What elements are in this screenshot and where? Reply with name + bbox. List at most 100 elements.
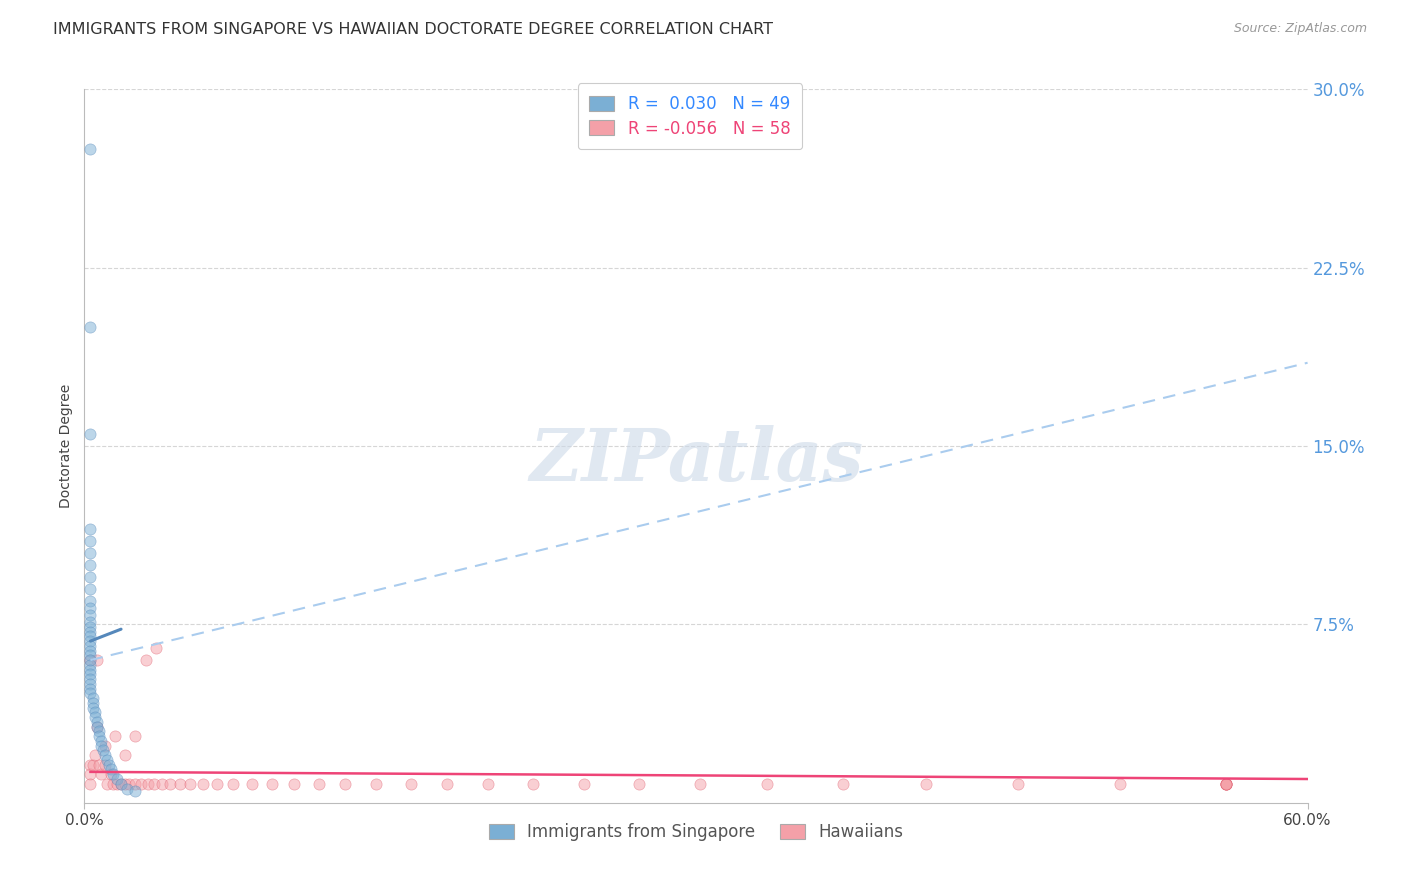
Point bbox=[79, 607, 101, 622]
Point bbox=[79, 667, 101, 681]
Text: ZIPatlas: ZIPatlas bbox=[529, 425, 863, 496]
Point bbox=[831, 777, 853, 791]
Point bbox=[135, 653, 157, 667]
Point bbox=[86, 714, 108, 729]
Point bbox=[79, 570, 101, 584]
Point bbox=[83, 748, 105, 763]
Text: Source: ZipAtlas.com: Source: ZipAtlas.com bbox=[1233, 22, 1367, 36]
Point bbox=[82, 700, 104, 714]
Point bbox=[79, 582, 101, 596]
Point bbox=[205, 777, 228, 791]
Point bbox=[145, 641, 167, 656]
Point bbox=[79, 534, 101, 549]
Point bbox=[79, 634, 101, 648]
Point bbox=[142, 777, 165, 791]
Point bbox=[114, 777, 136, 791]
Point bbox=[79, 639, 101, 653]
Point bbox=[82, 691, 104, 706]
Y-axis label: Doctorate Degree: Doctorate Degree bbox=[59, 384, 73, 508]
Point bbox=[79, 653, 101, 667]
Point bbox=[1109, 777, 1132, 791]
Point bbox=[477, 777, 499, 791]
Point bbox=[118, 777, 141, 791]
Point bbox=[90, 767, 112, 781]
Point bbox=[79, 546, 101, 560]
Point bbox=[110, 777, 132, 791]
Text: IMMIGRANTS FROM SINGAPORE VS HAWAIIAN DOCTORATE DEGREE CORRELATION CHART: IMMIGRANTS FROM SINGAPORE VS HAWAIIAN DO… bbox=[53, 22, 773, 37]
Point bbox=[124, 784, 146, 798]
Point bbox=[1007, 777, 1029, 791]
Point bbox=[91, 743, 114, 757]
Point bbox=[436, 777, 458, 791]
Point bbox=[79, 686, 101, 700]
Point bbox=[169, 777, 191, 791]
Point bbox=[79, 681, 101, 696]
Point bbox=[79, 777, 101, 791]
Point bbox=[100, 767, 122, 781]
Point bbox=[159, 777, 181, 791]
Point bbox=[96, 777, 118, 791]
Point bbox=[100, 763, 122, 777]
Point bbox=[93, 748, 115, 763]
Point bbox=[124, 777, 146, 791]
Point bbox=[364, 777, 387, 791]
Point bbox=[87, 757, 110, 772]
Point bbox=[1215, 777, 1237, 791]
Point bbox=[1215, 777, 1237, 791]
Point bbox=[93, 757, 115, 772]
Point bbox=[335, 777, 357, 791]
Legend: Immigrants from Singapore, Hawaiians: Immigrants from Singapore, Hawaiians bbox=[482, 817, 910, 848]
Point bbox=[79, 643, 101, 657]
Point bbox=[97, 757, 120, 772]
Point bbox=[115, 781, 138, 796]
Point bbox=[756, 777, 779, 791]
Point bbox=[79, 522, 101, 536]
Point bbox=[114, 748, 136, 763]
Point bbox=[90, 734, 112, 748]
Point bbox=[79, 653, 101, 667]
Point bbox=[136, 777, 159, 791]
Point bbox=[79, 672, 101, 686]
Point bbox=[101, 777, 124, 791]
Point bbox=[260, 777, 283, 791]
Point bbox=[79, 757, 101, 772]
Point bbox=[86, 653, 108, 667]
Point bbox=[79, 657, 101, 672]
Point bbox=[101, 767, 124, 781]
Point bbox=[93, 739, 115, 753]
Point bbox=[87, 729, 110, 743]
Point bbox=[572, 777, 595, 791]
Point bbox=[79, 593, 101, 607]
Point bbox=[90, 739, 112, 753]
Point bbox=[131, 777, 153, 791]
Point bbox=[83, 710, 105, 724]
Point bbox=[1215, 777, 1237, 791]
Point bbox=[124, 729, 146, 743]
Point bbox=[179, 777, 201, 791]
Point bbox=[79, 767, 101, 781]
Point bbox=[79, 142, 101, 156]
Point bbox=[79, 615, 101, 629]
Point bbox=[689, 777, 711, 791]
Point bbox=[150, 777, 173, 791]
Point bbox=[79, 629, 101, 643]
Point bbox=[104, 729, 127, 743]
Point bbox=[79, 624, 101, 639]
Point bbox=[399, 777, 422, 791]
Point bbox=[105, 777, 128, 791]
Point bbox=[627, 777, 650, 791]
Point bbox=[79, 663, 101, 677]
Point bbox=[222, 777, 245, 791]
Point bbox=[79, 600, 101, 615]
Point bbox=[522, 777, 544, 791]
Point bbox=[87, 724, 110, 739]
Point bbox=[308, 777, 330, 791]
Point bbox=[86, 720, 108, 734]
Point bbox=[86, 720, 108, 734]
Point bbox=[79, 677, 101, 691]
Point bbox=[283, 777, 305, 791]
Point bbox=[79, 558, 101, 572]
Point bbox=[96, 753, 118, 767]
Point bbox=[79, 427, 101, 442]
Point bbox=[82, 696, 104, 710]
